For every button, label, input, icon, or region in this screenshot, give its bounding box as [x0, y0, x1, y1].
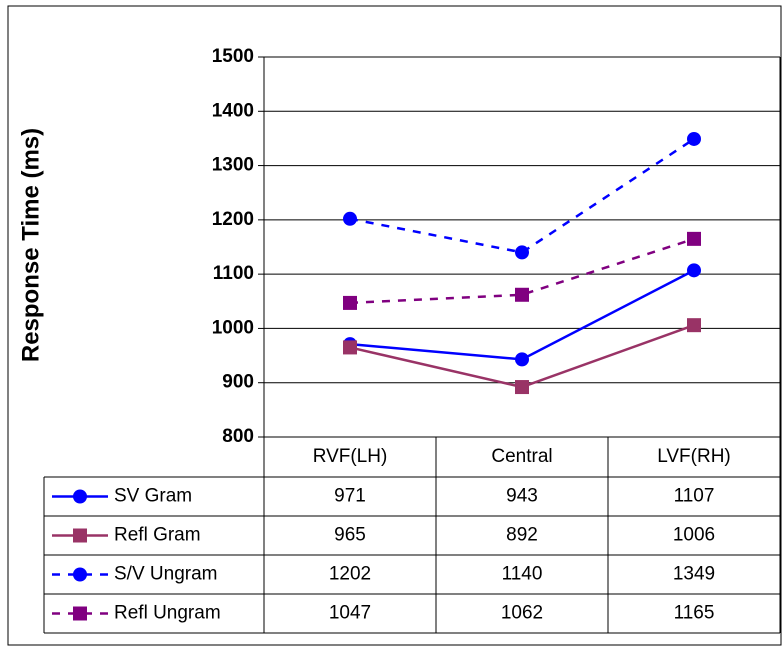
legend-marker [73, 489, 87, 504]
series-line [349, 237, 695, 305]
y-tick-label: 1300 [212, 155, 254, 176]
table-value: 1062 [501, 603, 543, 624]
y-tick-label: 1400 [212, 100, 254, 121]
table-value: 943 [506, 486, 538, 507]
point [687, 318, 701, 333]
table-value: 1047 [329, 603, 371, 624]
legend-marker [73, 606, 87, 621]
point [687, 231, 701, 246]
table-value: 1006 [673, 525, 715, 546]
point [687, 131, 701, 146]
point [515, 287, 529, 302]
legend-marker [73, 567, 87, 582]
legend-label: SV Gram [114, 486, 192, 507]
y-tick-label: 1500 [212, 46, 254, 67]
x-tick-label: LVF(RH) [657, 446, 731, 467]
table-value: 1349 [673, 564, 715, 585]
y-tick-label: 1200 [212, 209, 254, 230]
table-value: 892 [506, 525, 538, 546]
legend-label: Refl Ungram [114, 603, 221, 624]
x-tick-label: Central [491, 446, 552, 467]
table-value: 971 [334, 486, 366, 507]
y-tick-label: 1000 [212, 317, 254, 338]
y-tick-label: 1100 [213, 263, 254, 284]
legend-marker [73, 528, 87, 543]
table-value: 1202 [329, 564, 371, 585]
chart-frame [7, 5, 782, 646]
legend-label: S/V Ungram [114, 564, 217, 585]
point [343, 211, 357, 226]
point [515, 352, 529, 367]
point [343, 340, 357, 355]
table-value: 965 [334, 525, 366, 546]
table-value: 1165 [674, 603, 715, 624]
y-tick-label: 800 [222, 426, 254, 447]
point [343, 295, 357, 310]
point [687, 263, 701, 278]
y-tick-label: 900 [222, 372, 254, 393]
point [515, 245, 529, 260]
y-axis-title: Response Time (ms) [17, 128, 44, 362]
x-tick-label: RVF(LH) [313, 446, 388, 467]
legend-label: Refl Gram [114, 525, 201, 546]
table-value: 1140 [502, 564, 543, 585]
table-value: 1107 [674, 486, 715, 507]
point [515, 380, 529, 395]
